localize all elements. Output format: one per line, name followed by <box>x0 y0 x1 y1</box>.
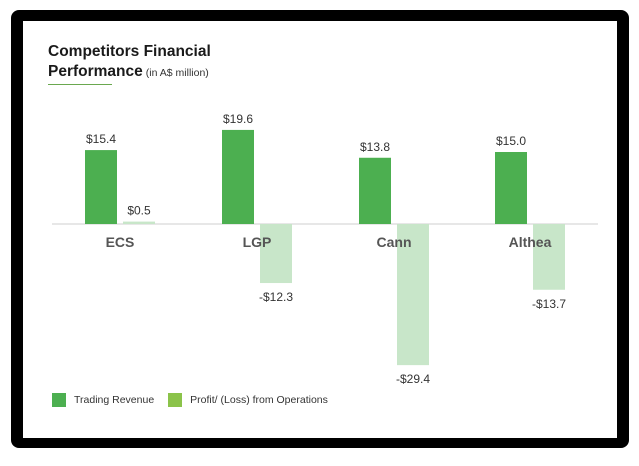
category-label-althea: Althea <box>509 234 552 250</box>
profit-bar-althea <box>533 224 565 290</box>
revenue-value-label-althea: $15.0 <box>496 134 526 148</box>
category-label-lgp: LGP <box>243 234 272 250</box>
legend-label-revenue: Trading Revenue <box>74 394 155 406</box>
profit-value-label-lgp: -$12.3 <box>259 290 293 304</box>
profit-bar-cann <box>397 224 429 366</box>
chart-title-line2: Performance <box>48 63 143 80</box>
legend-item-revenue: Trading Revenue <box>52 393 154 407</box>
chart-legend: Trading Revenue Profit/ (Loss) from Oper… <box>52 393 342 407</box>
profit-value-label-cann: -$29.4 <box>396 372 430 386</box>
chart-title-line1: Competitors Financial <box>48 43 211 60</box>
legend-swatch-revenue <box>52 393 66 407</box>
profit-bar-ecs <box>123 221 155 224</box>
legend-item-profit: Profit/ (Loss) from Operations <box>168 393 328 407</box>
chart-title: Competitors Financial Performance (in A$ … <box>48 42 211 83</box>
legend-label-profit: Profit/ (Loss) from Operations <box>190 394 328 406</box>
revenue-value-label-ecs: $15.4 <box>86 132 116 146</box>
legend-swatch-profit <box>168 393 183 407</box>
revenue-value-label-cann: $13.8 <box>360 140 390 154</box>
profit-value-label-ecs: $0.5 <box>127 204 151 218</box>
chart-subtitle: (in A$ million) <box>145 67 209 79</box>
category-label-cann: Cann <box>377 234 412 250</box>
category-label-ecs: ECS <box>106 234 135 250</box>
revenue-bar-cann <box>359 157 391 224</box>
profit-bar-lgp <box>260 224 292 284</box>
revenue-value-label-lgp: $19.6 <box>223 112 253 126</box>
title-underline <box>48 84 112 85</box>
revenue-bar-ecs <box>85 150 117 224</box>
profit-value-label-althea: -$13.7 <box>532 297 566 311</box>
revenue-bar-lgp <box>222 129 254 224</box>
chart-panel <box>23 21 617 438</box>
revenue-bar-althea <box>495 152 527 224</box>
